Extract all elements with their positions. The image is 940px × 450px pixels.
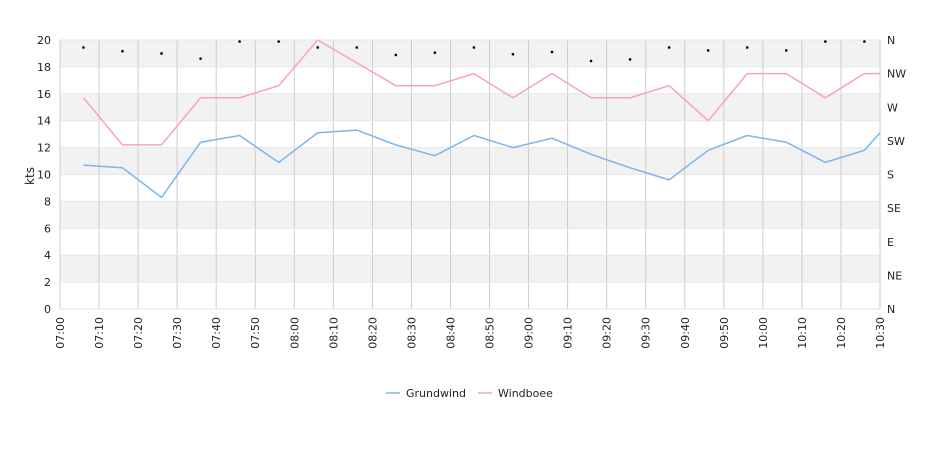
y-tick-label: 4 <box>44 249 51 262</box>
direction-point <box>628 58 632 61</box>
direction-point <box>667 46 671 49</box>
x-tick-label: 07:10 <box>93 317 106 349</box>
legend: Grundwind Windboee <box>386 387 553 400</box>
x-tick-label: 09:30 <box>640 317 653 349</box>
x-tick-label: 09:50 <box>718 317 731 349</box>
y-tick-label: 10 <box>37 169 51 182</box>
direction-point <box>784 49 788 52</box>
horizontal-gridlines <box>60 39 880 310</box>
series-line-grundwind <box>83 129 881 199</box>
plot-band <box>60 255 880 283</box>
direction-point <box>589 59 593 63</box>
x-tick-label: 09:40 <box>679 317 692 349</box>
y-tick-label: 6 <box>44 222 51 235</box>
direction-point <box>824 40 827 43</box>
y-axis-ticks: 0 2 4 6 8 10 12 14 16 18 20 <box>37 34 51 316</box>
direction-tick-label: N <box>887 34 895 47</box>
direction-point <box>511 52 515 56</box>
x-tick-label: 10:00 <box>757 317 770 349</box>
x-tick-label: 07:30 <box>171 317 184 349</box>
x-tick-label: 10:30 <box>874 317 887 349</box>
x-tick-label: 10:20 <box>835 317 848 349</box>
legend-label: Grundwind <box>406 387 466 400</box>
direction-point <box>550 50 554 54</box>
direction-tick-label: N <box>887 303 895 316</box>
y-tick-label: 12 <box>37 142 51 155</box>
y-tick-label: 0 <box>44 303 51 316</box>
x-tick-label: 09:20 <box>601 317 614 349</box>
series-lines <box>82 39 881 199</box>
y-tick-label: 20 <box>37 34 51 47</box>
x-tick-label: 07:20 <box>132 317 145 349</box>
direction-point <box>745 46 749 49</box>
y-tick-label: 2 <box>44 276 51 289</box>
direction-point <box>472 46 476 49</box>
x-tick-label: 09:00 <box>523 317 536 349</box>
direction-tick-label: SW <box>887 135 905 148</box>
y-tick-label: 14 <box>37 115 51 128</box>
x-tick-label: 08:10 <box>327 317 340 349</box>
direction-point <box>355 46 359 49</box>
x-tick-label: 10:10 <box>796 317 809 349</box>
x-tick-label: 08:30 <box>405 317 418 349</box>
x-tick-label: 07:40 <box>210 317 223 349</box>
y-axis-label: kts <box>23 167 37 185</box>
x-tick-label: 08:00 <box>288 317 301 349</box>
x-tick-label: 09:10 <box>562 317 575 349</box>
y-tick-label: 8 <box>44 195 51 208</box>
direction-tick-label: W <box>887 101 898 114</box>
direction-point <box>199 57 202 60</box>
direction-points <box>82 40 866 63</box>
legend-label: Windboee <box>498 387 553 400</box>
direction-point <box>316 46 320 49</box>
y-tick-label: 18 <box>37 61 51 74</box>
x-tick-label: 07:00 <box>54 317 67 349</box>
plot-band <box>60 40 880 67</box>
direction-axis-ticks: N NE E SE S SW W NW N <box>887 34 906 316</box>
direction-point <box>277 40 280 43</box>
direction-tick-label: NE <box>887 269 902 282</box>
x-tick-label: 07:50 <box>249 317 262 349</box>
plot-band <box>60 147 880 175</box>
direction-tick-label: NW <box>887 68 906 81</box>
direction-point <box>394 53 398 57</box>
direction-point <box>706 49 710 52</box>
x-tick-label: 08:50 <box>484 317 497 349</box>
y-tick-label: 16 <box>37 88 51 101</box>
plot-band <box>60 93 880 121</box>
x-axis-ticks: 07:00 07:10 07:20 07:30 07:40 07:50 08:00 08:10… <box>54 317 887 349</box>
series-line-windboee <box>82 39 880 146</box>
direction-point <box>433 51 437 55</box>
direction-point <box>238 40 241 43</box>
direction-tick-label: SE <box>887 202 901 215</box>
direction-point <box>160 52 163 55</box>
direction-tick-label: E <box>887 236 894 249</box>
plot-band <box>60 201 880 229</box>
x-tick-label: 08:20 <box>366 317 379 349</box>
x-tick-label: 08:40 <box>444 317 457 349</box>
direction-point <box>82 46 85 49</box>
direction-point <box>121 49 124 53</box>
plot-bands <box>60 40 880 283</box>
direction-tick-label: S <box>887 169 894 182</box>
direction-point <box>863 40 866 43</box>
